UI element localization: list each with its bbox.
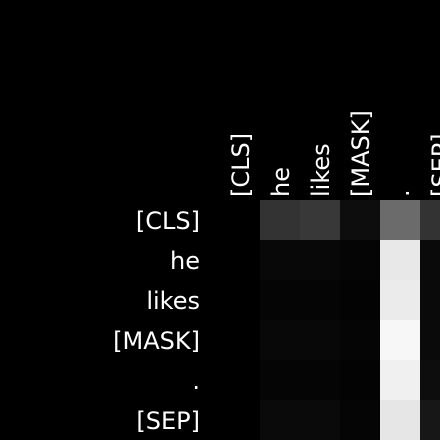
heatmap-cell-1-1 [260, 240, 300, 280]
heatmap-cell-0-0 [220, 200, 260, 240]
heatmap-cell-2-5 [420, 280, 440, 320]
heatmap-cell-3-4 [380, 320, 420, 360]
y-tick-label: [CLS] [136, 207, 200, 235]
y-tick-label: . [192, 367, 200, 395]
y-tick-label: [MASK] [113, 327, 200, 355]
heatmap-cell-0-3 [340, 200, 380, 240]
y-tick-label: likes [146, 287, 200, 315]
heatmap-cell-3-3 [340, 320, 380, 360]
x-tick-label: [SEP] [427, 133, 440, 197]
x-tick-label: [CLS] [227, 133, 255, 197]
heatmap-cell-5-5 [420, 400, 440, 440]
heatmap-cell-3-1 [260, 320, 300, 360]
heatmap-cell-1-5 [420, 240, 440, 280]
heatmap-cell-1-0 [220, 240, 260, 280]
heatmap-cell-0-1 [260, 200, 300, 240]
heatmap-cell-1-3 [340, 240, 380, 280]
heatmap-cell-5-0 [220, 400, 260, 440]
heatmap-cells [220, 200, 440, 440]
heatmap-cell-4-3 [340, 360, 380, 400]
heatmap-cell-1-4 [380, 240, 420, 280]
heatmap-cell-4-4 [380, 360, 420, 400]
heatmap-cell-4-1 [260, 360, 300, 400]
heatmap-cell-2-1 [260, 280, 300, 320]
y-tick-labels: [CLS] he likes [MASK]. [SEP] [113, 207, 200, 435]
heatmap-cell-2-0 [220, 280, 260, 320]
heatmap-cell-2-2 [300, 280, 340, 320]
x-tick-label: [MASK] [347, 110, 375, 197]
x-tick-label: he [267, 167, 295, 197]
heatmap-cell-2-4 [380, 280, 420, 320]
x-tick-labels: [CLS] he likes [MASK]. [SEP] [227, 110, 440, 197]
heatmap-cell-4-0 [220, 360, 260, 400]
heatmap-cell-4-5 [420, 360, 440, 400]
heatmap-cell-5-1 [260, 400, 300, 440]
heatmap-cell-0-5 [420, 200, 440, 240]
x-tick-label: likes [307, 143, 335, 197]
heatmap-cell-3-5 [420, 320, 440, 360]
heatmap-cell-5-2 [300, 400, 340, 440]
heatmap-cell-2-3 [340, 280, 380, 320]
heatmap-cell-5-4 [380, 400, 420, 440]
heatmap-cell-0-2 [300, 200, 340, 240]
heatmap-cell-0-4 [380, 200, 420, 240]
heatmap-cell-1-2 [300, 240, 340, 280]
x-tick-label: . [387, 189, 415, 197]
heatmap-cell-4-2 [300, 360, 340, 400]
heatmap-cell-5-3 [340, 400, 380, 440]
heatmap-cell-3-0 [220, 320, 260, 360]
heatmap-cell-3-2 [300, 320, 340, 360]
y-tick-label: he [170, 247, 200, 275]
y-tick-label: [SEP] [136, 407, 200, 435]
